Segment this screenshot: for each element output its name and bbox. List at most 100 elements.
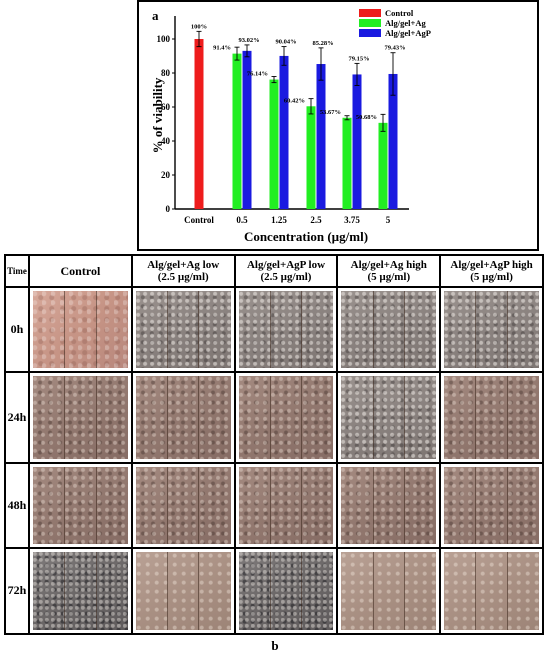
micrograph-cell [130, 546, 236, 636]
bar [388, 73, 398, 210]
x-tick-label: Control [184, 215, 214, 225]
micrograph-image [33, 551, 128, 630]
micrograph-cell [130, 286, 236, 373]
scratch-line [198, 467, 200, 544]
bar [316, 64, 326, 209]
wound-healing-image-grid: Time Control Alg/gel+Ag low (2.5 µg/ml) … [4, 253, 544, 636]
chart-panel-a: a 0 20 40 60 80 100 % of viability Concentration… [137, 0, 539, 251]
bar [342, 117, 352, 209]
column-header-line1: Alg/gel+Ag high [350, 259, 427, 272]
data-label: 79.15% [348, 55, 369, 62]
micrograph-cell [439, 462, 544, 549]
micrograph-cell [336, 546, 442, 636]
scratch-line [64, 551, 66, 630]
micrograph-image [135, 551, 231, 630]
scratch-line [372, 291, 374, 368]
x-tick-label: 3.75 [344, 215, 360, 225]
scratch-line [403, 291, 405, 368]
micrograph-cell [233, 286, 339, 373]
legend-label: Alg/gel+Ag [385, 18, 426, 28]
scratch-line [64, 375, 66, 460]
column-header-agp-low: Alg/gel+AgP low (2.5 µg/ml) [233, 253, 339, 289]
y-tick-label: 60 [161, 102, 171, 112]
micrograph-cell [28, 462, 133, 549]
scratch-line [167, 291, 169, 368]
panel-b-label: b [271, 638, 279, 653]
bar [378, 122, 388, 209]
micrograph-image [341, 375, 437, 460]
micrograph-cell [233, 462, 339, 549]
legend-label: Alg/gel+AgP [385, 28, 431, 38]
legend-swatch [359, 9, 381, 17]
column-header-ag-low: Alg/gel+Ag low (2.5 µg/ml) [130, 253, 236, 289]
legend-label: Control [385, 8, 414, 18]
scratch-line [506, 291, 508, 368]
scratch-line [167, 375, 169, 460]
micrograph-cell [336, 370, 442, 465]
scratch-line [95, 551, 97, 630]
bar [242, 50, 252, 210]
scratch-line [198, 551, 200, 630]
legend-swatch [359, 19, 381, 27]
micrograph-image [135, 291, 231, 368]
scratch-line [198, 375, 200, 460]
time-label: 0h [4, 286, 30, 373]
y-tick-label: 40 [161, 136, 171, 146]
column-header-agp-high: Alg/gel+AgP high (5 µg/ml) [439, 253, 544, 289]
legend-swatch [359, 29, 381, 37]
bar [232, 53, 242, 210]
micrograph-image [238, 467, 334, 544]
micrograph-cell [439, 286, 544, 373]
scratch-line [372, 375, 374, 460]
scratch-line [403, 375, 405, 460]
scratch-line [506, 467, 508, 544]
scratch-line [64, 467, 66, 544]
column-header-line1: Alg/gel+AgP high [450, 259, 533, 272]
data-label: 76.14% [247, 71, 268, 78]
micrograph-cell [233, 370, 339, 465]
scratch-line [372, 467, 374, 544]
time-label: 48h [4, 462, 30, 549]
scratch-line [403, 467, 405, 544]
bar [306, 106, 316, 209]
x-axis-title: Concentration (µg/ml) [244, 229, 368, 244]
scratch-line [95, 375, 97, 460]
data-label: 53.67% [320, 109, 341, 116]
grid-body: 0h 24h 48h 72h [4, 286, 544, 636]
scratch-line [167, 467, 169, 544]
y-tick-label: 80 [161, 68, 171, 78]
x-tick-label: 5 [386, 215, 391, 225]
data-label: 85.28% [312, 40, 333, 47]
scratch-line [198, 291, 200, 368]
micrograph-cell [439, 370, 544, 465]
scratch-line [269, 551, 271, 630]
column-header-line2: (2.5 µg/ml) [157, 271, 209, 284]
micrograph-cell [233, 546, 339, 636]
column-header-line2: (5 µg/ml) [367, 271, 411, 284]
scratch-line [301, 375, 303, 460]
column-header-line1: Alg/gel+Ag low [147, 259, 220, 272]
micrograph-image [33, 375, 128, 460]
micrograph-image [238, 375, 334, 460]
data-label: 93.02% [238, 37, 259, 44]
scratch-line [475, 467, 477, 544]
data-label: 100% [191, 23, 207, 30]
viability-bar-chart: a 0 20 40 60 80 100 % of viability Concentration… [150, 8, 431, 244]
panel-a-label: a [152, 8, 159, 23]
micrograph-image [444, 291, 539, 368]
micrograph-cell [130, 462, 236, 549]
scratch-line [167, 551, 169, 630]
column-header-line2: (2.5 µg/ml) [260, 271, 312, 284]
micrograph-cell [28, 286, 133, 373]
micrograph-image [444, 467, 539, 544]
micrograph-image [444, 375, 539, 460]
y-tick-label: 100 [157, 34, 171, 44]
scratch-line [269, 375, 271, 460]
micrograph-cell [130, 370, 236, 465]
grid-row: 0h [4, 286, 544, 373]
scratch-line [506, 375, 508, 460]
x-tick-label: 1.25 [271, 215, 287, 225]
scratch-line [475, 291, 477, 368]
micrograph-cell [336, 462, 442, 549]
time-header: Time [4, 253, 30, 289]
